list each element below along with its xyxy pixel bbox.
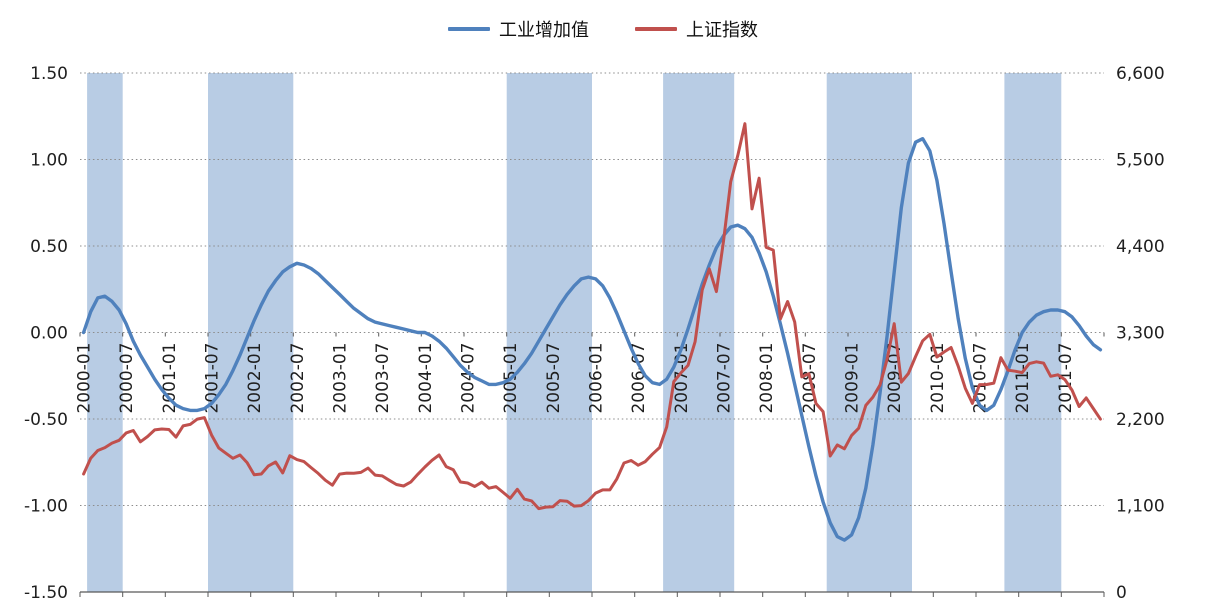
right-axis-label: 2,200 <box>1116 410 1165 430</box>
right-axis-labels: 6,600 5,500 4,400 3,300 2,200 1,100 0 <box>1116 64 1165 603</box>
left-axis-labels: 1.50 1.00 0.50 0.00 -0.50 -1.00 -1.50 <box>24 64 68 603</box>
series-lines <box>81 122 1103 542</box>
industrial-value-added-line <box>81 136 1103 542</box>
shaded-band <box>87 73 123 592</box>
x-axis-label: 2008-01 <box>757 343 777 414</box>
sse-index-line <box>82 122 1102 511</box>
right-axis-label: 3,300 <box>1116 324 1165 344</box>
shaded-band <box>826 73 912 592</box>
axis-lines <box>79 332 1105 597</box>
x-axis-label: 2009-07 <box>885 343 905 414</box>
x-axis-label: 2009-01 <box>843 343 863 414</box>
right-axis-label: 1,100 <box>1116 497 1165 517</box>
x-axis-label: 2003-01 <box>331 343 351 414</box>
left-axis-label: 1.00 <box>30 151 68 171</box>
x-axis-label: 2004-07 <box>459 342 479 413</box>
x-axis-label: 2001-01 <box>160 343 180 414</box>
shaded-band <box>663 73 735 592</box>
x-axis-label: 2000-07 <box>117 343 137 414</box>
left-axis-label: -1.50 <box>24 583 68 603</box>
right-axis-label: 4,400 <box>1116 237 1165 257</box>
x-axis-label: 2011-01 <box>1013 343 1033 414</box>
x-axis-label: 2003-07 <box>373 343 393 414</box>
x-axis-labels: 2000-01 2000-07 2001-01 2001-07 2002-01 2002-… <box>75 342 1076 413</box>
x-axis-label: 2007-07 <box>715 343 735 414</box>
x-axis-label: 2005-07 <box>544 343 564 414</box>
legend-swatch-industrial-icon <box>448 26 490 32</box>
legend-item-industrial: 工业增加值 <box>448 16 589 42</box>
left-axis-label: -0.50 <box>24 410 68 430</box>
x-axis-label: 2004-01 <box>416 343 436 414</box>
left-axis-label: 0.00 <box>30 324 68 344</box>
x-axis-label: 2006-07 <box>629 343 649 414</box>
x-axis-label: 2000-01 <box>75 343 95 414</box>
right-axis-label: 5,500 <box>1116 151 1165 171</box>
legend: 工业增加值 上证指数 <box>0 16 1206 42</box>
right-axis-label: 0 <box>1116 583 1127 603</box>
legend-label-sse: 上证指数 <box>686 20 758 41</box>
x-axis-label: 2002-07 <box>288 343 308 414</box>
right-axis-label: 6,600 <box>1116 64 1165 84</box>
x-axis-label: 2010-01 <box>928 343 948 414</box>
left-axis-label: -1.00 <box>24 497 68 517</box>
left-axis-label: 0.50 <box>30 237 68 257</box>
x-axis-label: 2002-01 <box>245 343 265 414</box>
legend-swatch-sse-icon <box>635 26 677 32</box>
legend-item-sse: 上证指数 <box>635 16 758 42</box>
left-axis-label: 1.50 <box>30 64 68 84</box>
x-axis-label: 2011-07 <box>1056 343 1076 414</box>
x-axis-label: 2006-01 <box>587 343 607 414</box>
legend-label-industrial: 工业增加值 <box>499 20 589 41</box>
